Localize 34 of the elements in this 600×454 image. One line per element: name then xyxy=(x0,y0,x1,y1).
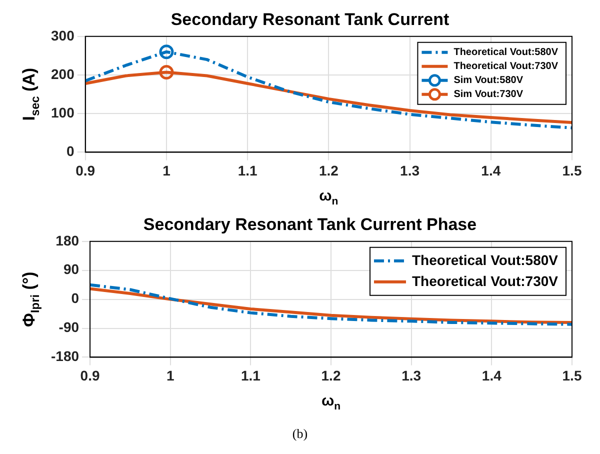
y-tick-label: 0 xyxy=(71,290,80,306)
x-tick-label: 1.2 xyxy=(321,367,341,384)
chart-title: Secondary Resonant Tank Current xyxy=(170,10,450,29)
y-tick-label: 90 xyxy=(63,261,80,278)
y-tick-label: 180 xyxy=(56,232,80,248)
x-tick-label: 1.4 xyxy=(482,367,502,384)
y-tick-label: 100 xyxy=(51,104,75,120)
y-tick-label: -90 xyxy=(58,319,80,336)
x-tick-label: 1.5 xyxy=(562,162,582,178)
y-tick-label: 200 xyxy=(51,66,75,82)
y-axis-title: Isec (A) xyxy=(20,68,42,121)
chart-title: Secondary Resonant Tank Current Phase xyxy=(143,214,477,234)
y-tick-label: 300 xyxy=(51,27,75,44)
legend-label: Theoretical Vout:730V xyxy=(412,272,559,289)
x-tick-label: 1.3 xyxy=(402,367,422,384)
text: (b) xyxy=(291,426,309,442)
y-tick-label: 0 xyxy=(66,143,75,160)
legend-label: Theoretical Vout:730V xyxy=(454,61,558,72)
legend-label: Theoretical Vout:580V xyxy=(454,47,558,58)
x-tick-label: 1 xyxy=(162,162,171,178)
x-tick-label: 1.1 xyxy=(238,162,258,178)
legend-label: Sim Vout:580V xyxy=(454,75,524,86)
y-tick-label: -180 xyxy=(50,348,80,364)
x-tick-label: 1.4 xyxy=(481,162,501,178)
x-tick-label: 0.9 xyxy=(80,367,100,384)
legend-label: Sim Vout:730V xyxy=(454,89,524,100)
x-tick-label: 0.9 xyxy=(76,162,96,178)
x-tick-label: 1 xyxy=(166,367,174,384)
x-tick-label: 1.5 xyxy=(562,367,582,384)
x-tick-label: 1.2 xyxy=(318,162,339,178)
legend-label: Theoretical Vout:580V xyxy=(412,252,559,268)
y-axis-title: ΦIpri (°) xyxy=(20,272,42,327)
x-tick-label: 1.3 xyxy=(400,162,420,178)
x-tick-label: 1.1 xyxy=(240,367,261,384)
